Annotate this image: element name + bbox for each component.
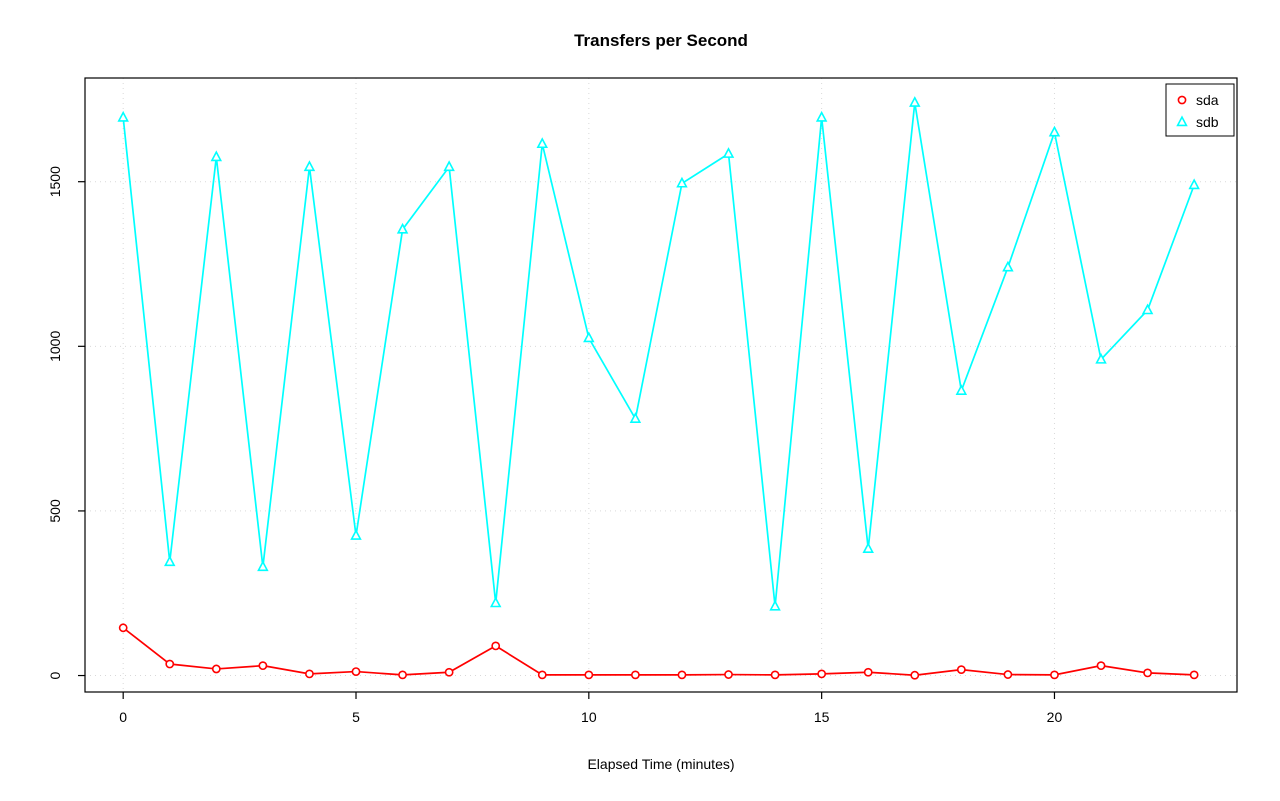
series-marker-sdb [303, 160, 316, 172]
series-marker-sda [351, 667, 361, 676]
series-marker-sdb [955, 384, 968, 395]
y-tick-label: 1500 [47, 166, 63, 197]
legend-label-sda: sda [1196, 92, 1219, 108]
series-marker-sda [1189, 670, 1199, 680]
series-marker-sda [1003, 670, 1013, 679]
series-marker-sda [584, 670, 594, 680]
series-marker-sdb [1095, 352, 1107, 364]
series-marker-sdb [536, 137, 548, 149]
series-marker-sdb [1002, 260, 1014, 272]
series-marker-sda [677, 670, 687, 680]
series-marker-sda [1050, 670, 1059, 680]
x-tick-label: 10 [581, 709, 597, 725]
series-marker-sda [305, 669, 314, 679]
series-marker-sdb [1141, 303, 1154, 315]
y-tick-label: 500 [47, 499, 63, 523]
series-marker-sdb [257, 560, 269, 572]
series-marker-sda [258, 661, 268, 671]
x-axis-label: Elapsed Time (minutes) [587, 756, 734, 772]
series-marker-sdb [583, 331, 595, 343]
series-marker-sda [211, 664, 221, 674]
series-marker-sdb [117, 110, 129, 122]
series-marker-sdb [443, 160, 455, 172]
series-marker-sda [1096, 661, 1106, 671]
series-marker-sdb [815, 110, 828, 122]
series-marker-sda [444, 667, 454, 677]
series-marker-sda [118, 623, 128, 633]
legend-marker-sdb [1176, 115, 1188, 127]
series-marker-sdb [396, 222, 409, 234]
series-marker-sdb [350, 529, 362, 540]
series-marker-sda [770, 670, 780, 680]
y-tick-label: 0 [47, 671, 63, 679]
series-marker-sda [956, 665, 966, 675]
series-marker-sda [1143, 668, 1152, 678]
series-line-sdb [122, 102, 1195, 607]
legend-label-sdb: sdb [1196, 114, 1219, 130]
series-marker-sda [398, 670, 407, 680]
legend-box [1165, 83, 1235, 137]
series-marker-sdb [769, 599, 781, 611]
series-marker-sda [910, 670, 920, 680]
chart-dynamic-layer: 0 5 10 15 20 0 500 1000 1500 sda sdb [47, 77, 1238, 725]
legend-marker-sda [1177, 95, 1187, 105]
series-marker-sda [724, 670, 733, 679]
chart-title: Transfers per Second [574, 31, 748, 50]
x-tick-label: 15 [814, 709, 830, 725]
x-tick-label: 20 [1047, 709, 1063, 725]
series-marker-sdb [489, 596, 502, 608]
x-tick-label: 0 [119, 709, 127, 725]
series-line-sda [122, 627, 1195, 677]
series-marker-sdb [210, 150, 223, 162]
series-marker-sdb [1188, 178, 1200, 190]
series-marker-sdb [676, 176, 688, 188]
series-marker-sda [491, 641, 501, 651]
series-marker-sda [817, 669, 827, 679]
series-marker-sda [537, 670, 547, 680]
series-marker-sdb [909, 96, 921, 107]
series-marker-sda [863, 667, 873, 677]
series-marker-sda [630, 670, 640, 680]
series-marker-sdb [1048, 125, 1061, 137]
series-marker-sdb [164, 555, 176, 567]
series-marker-sdb [629, 412, 642, 423]
plot-border [84, 77, 1238, 693]
y-tick-label: 1000 [47, 331, 63, 362]
series-marker-sdb [862, 542, 874, 553]
series-marker-sdb [722, 147, 735, 158]
series-marker-sda [165, 659, 175, 669]
x-tick-label: 5 [352, 709, 360, 725]
